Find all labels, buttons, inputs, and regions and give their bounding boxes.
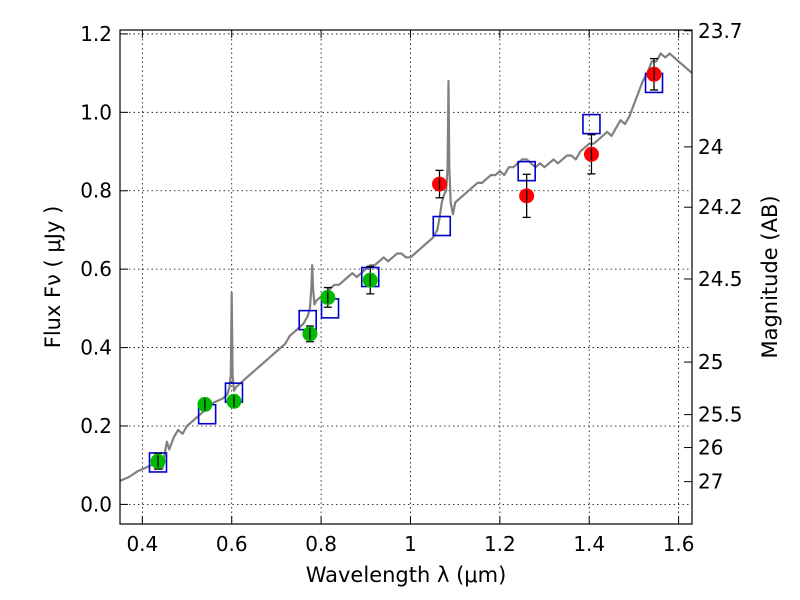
plot-frame bbox=[119, 29, 693, 525]
spectrum-series bbox=[119, 52, 693, 482]
observed-photometry-series bbox=[150, 66, 662, 469]
right-axis-label: Magnitude (AB) bbox=[758, 195, 782, 358]
x-tick-label: 1.4 bbox=[573, 532, 605, 556]
y-tick-label: 0.8 bbox=[80, 179, 112, 203]
y-tick-label: 0.2 bbox=[80, 414, 112, 438]
right-tick-label: 24.5 bbox=[698, 267, 743, 291]
y-tick-label: 1.0 bbox=[80, 100, 112, 124]
right-tick-label: 26 bbox=[698, 436, 723, 460]
y-tick-label: 1.2 bbox=[80, 22, 112, 46]
y-axis-label: Flux Fν ( μJy ) bbox=[41, 206, 65, 349]
y-tick-label: 0.4 bbox=[80, 336, 112, 360]
right-tick-label: 23.7 bbox=[698, 19, 743, 43]
x-axis-label: Wavelength λ (μm) bbox=[306, 563, 507, 587]
x-tick-label: 0.4 bbox=[126, 532, 158, 556]
x-tick-label: 0.6 bbox=[216, 532, 248, 556]
y-tick-label: 0.0 bbox=[80, 492, 112, 516]
x-tick-label: 0.8 bbox=[305, 532, 337, 556]
model-square-marker bbox=[582, 113, 601, 135]
x-tick-label: 1.2 bbox=[484, 532, 516, 556]
right-tick-label: 25 bbox=[698, 350, 723, 374]
axis-ticks: 0.4 0.6 0.8 1 1.2 1.4 1.6 0.0 0.2 0.4 0.6 0.8 1.0 1.2… bbox=[80, 19, 742, 556]
axis-labels: Wavelength λ (μm) Flux Fν ( μJy ) Magnit… bbox=[41, 195, 782, 587]
x-tick-label: 1.6 bbox=[663, 532, 695, 556]
model-square-marker bbox=[432, 215, 452, 237]
spectrum-line bbox=[119, 52, 693, 482]
x-tick-label: 1 bbox=[404, 532, 417, 556]
right-tick-label: 24 bbox=[698, 135, 723, 159]
right-tick-label: 27 bbox=[698, 470, 723, 494]
grid bbox=[120, 30, 692, 524]
right-tick-label: 25.5 bbox=[698, 403, 743, 427]
model-photometry-series bbox=[148, 72, 664, 473]
y-tick-label: 0.6 bbox=[80, 257, 112, 281]
right-tick-label: 24.2 bbox=[698, 195, 743, 219]
